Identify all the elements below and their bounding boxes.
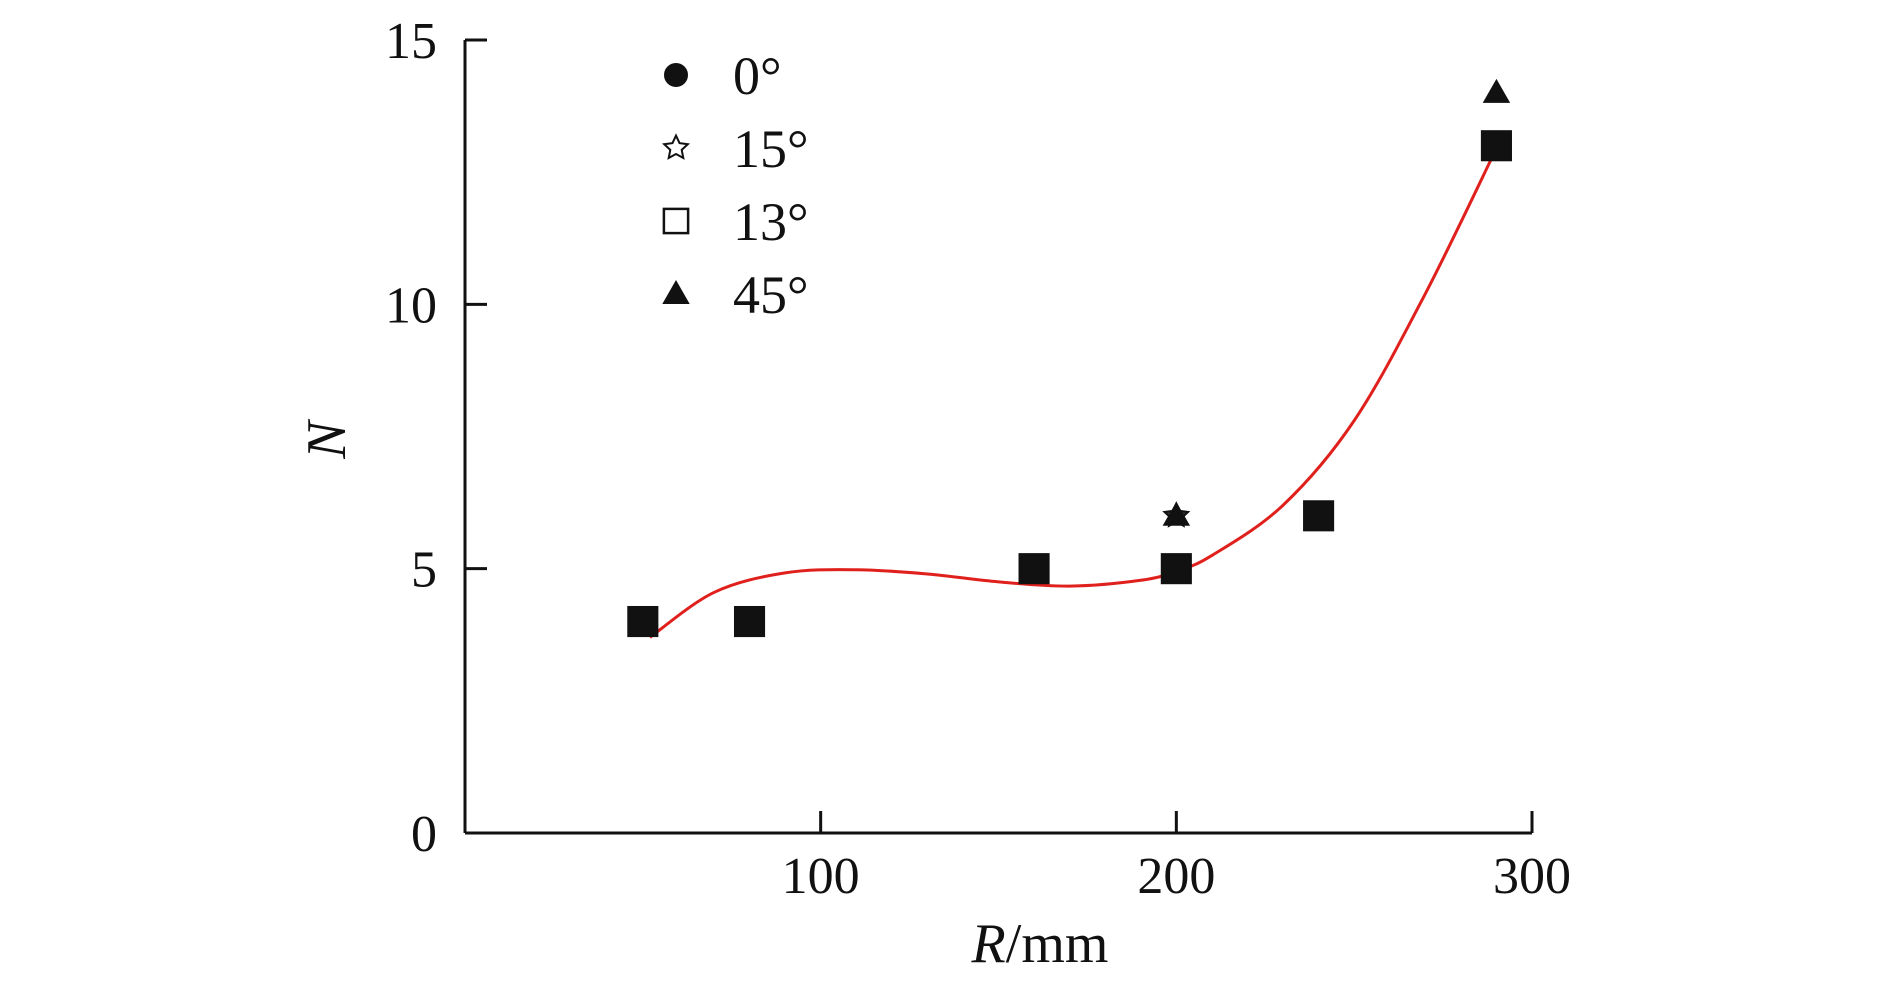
data-point-square bbox=[1018, 553, 1050, 585]
data-point-triangle bbox=[1162, 501, 1191, 526]
legend-label: 13° bbox=[733, 192, 809, 252]
legend-label: 15° bbox=[733, 119, 809, 179]
fit-curve-layer bbox=[649, 147, 1498, 639]
x-tick-label: 300 bbox=[1493, 848, 1571, 905]
x-axis-title-unit: /mm bbox=[1006, 913, 1109, 975]
legend: 0° 15° 13° 45° bbox=[661, 46, 809, 325]
y-tick-label: 0 bbox=[411, 806, 437, 863]
x-tick-label: 200 bbox=[1137, 848, 1215, 905]
legend-marker-star bbox=[661, 133, 691, 160]
axes bbox=[463, 40, 1532, 835]
y-axis-title: N bbox=[296, 419, 358, 460]
data-points bbox=[627, 78, 1512, 638]
data-point-square bbox=[1480, 130, 1512, 162]
y-tick-label: 10 bbox=[385, 277, 437, 334]
legend-marker-square bbox=[662, 207, 690, 235]
y-tick-label: 15 bbox=[385, 13, 437, 70]
x-axis-title-var: R bbox=[971, 913, 1006, 975]
data-point-square bbox=[733, 605, 766, 638]
data-point-triangle bbox=[1482, 78, 1511, 103]
fit-curve bbox=[649, 147, 1498, 639]
ticks: 0 5 10 15 100 200 300 bbox=[385, 13, 1571, 905]
data-point-square bbox=[1303, 500, 1335, 532]
legend-marker-circle bbox=[664, 63, 688, 87]
data-point-square bbox=[627, 605, 659, 638]
x-tick-label: 100 bbox=[782, 848, 860, 905]
y-tick-label: 5 bbox=[411, 542, 437, 599]
data-point-square bbox=[1160, 553, 1192, 585]
legend-label: 0° bbox=[733, 46, 782, 106]
legend-label: 45° bbox=[733, 265, 809, 325]
x-axis-title: R/mm bbox=[971, 913, 1109, 975]
legend-marker-triangle bbox=[662, 279, 690, 304]
